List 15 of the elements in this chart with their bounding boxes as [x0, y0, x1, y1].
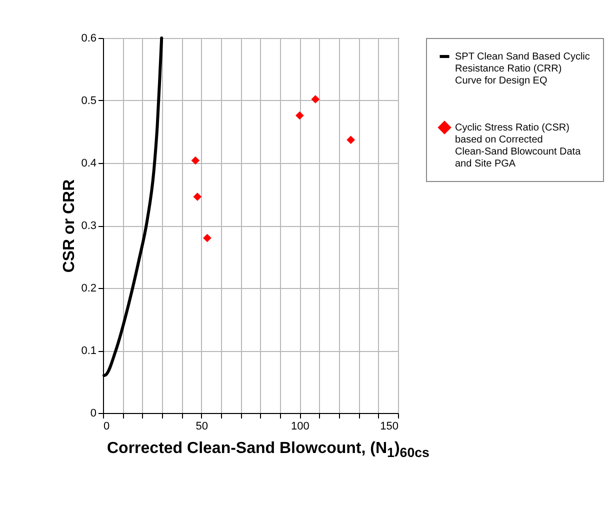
- y-axis-title: CSR or CRR: [61, 178, 78, 273]
- x-tick-label: 100: [290, 420, 310, 432]
- y-tick-label: 0.2: [81, 282, 96, 294]
- y-tick-label: 0: [90, 408, 96, 420]
- y-tick-label: 0.6: [81, 32, 96, 44]
- x-tick-label: 150: [380, 420, 398, 432]
- y-tick-label: 0.3: [81, 220, 96, 232]
- y-tick-label: 0.1: [81, 345, 96, 357]
- x-axis-title: Corrected Clean-Sand Blowcount, (N$_{1}$)$_{60cs}$: [107, 440, 430, 460]
- legend-label: SPT Clean Sand Based Cyclic Resistance Ratio (CRR) Curve for Design EQ: [455, 52, 590, 86]
- x-tick-label: 0: [104, 420, 110, 432]
- y-tick-label: 0.4: [81, 158, 96, 170]
- y-tick-label: 0.5: [81, 95, 96, 107]
- x-tick-label: 50: [196, 420, 208, 432]
- legend-label: Cyclic Stress Ratio (CSR) based on Corrected Clean-Sand Blowcount Data and Site PGA: [455, 122, 582, 170]
